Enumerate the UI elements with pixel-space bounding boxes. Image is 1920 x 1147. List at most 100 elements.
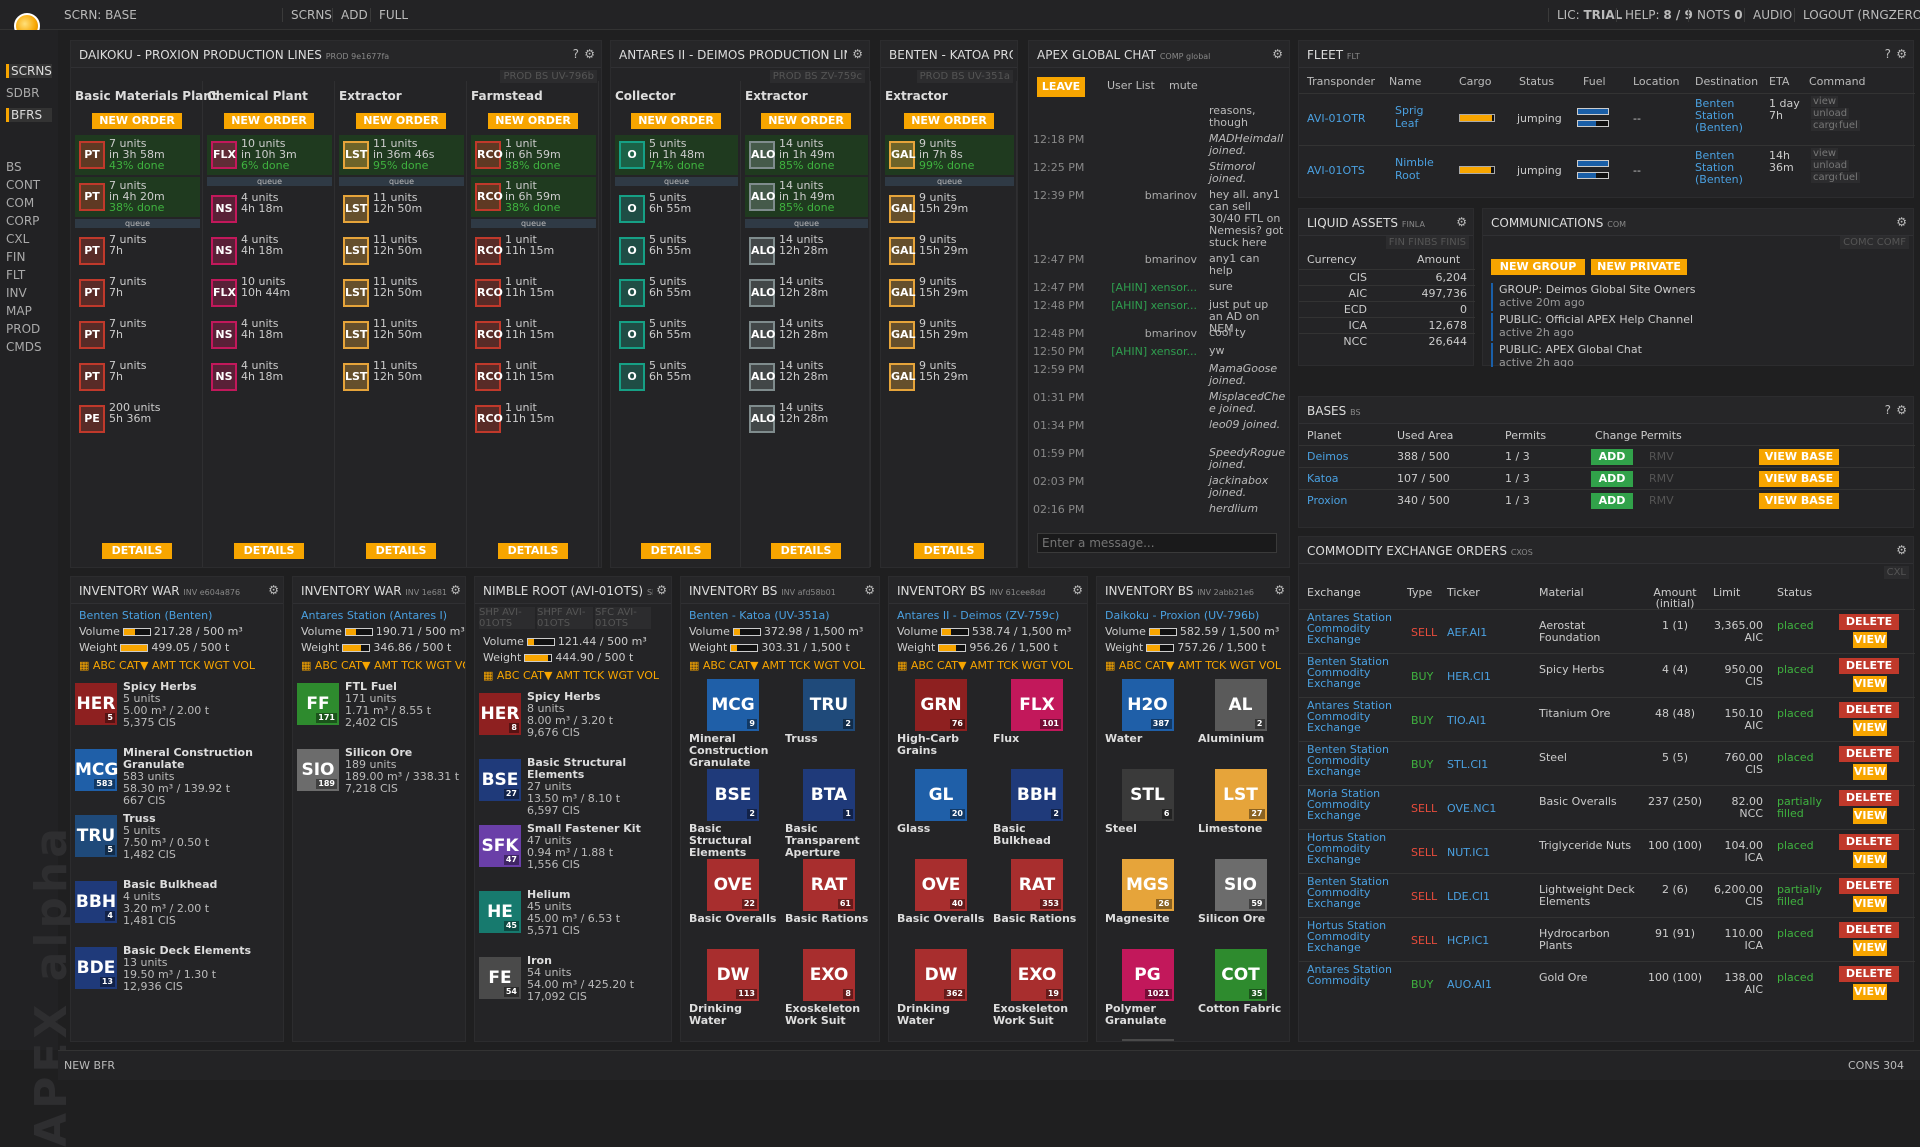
fleet-header[interactable]: ETA [1769, 75, 1790, 88]
inventory-item[interactable]: HER 8 Spicy Herbs 8 units 8.00 m³ / 3.20 t 9,… [479, 689, 669, 753]
amount-header[interactable]: Amount [1417, 253, 1461, 266]
sidebar-item-corp[interactable]: CORP [6, 214, 40, 228]
inventory-item[interactable]: HE 45 Helium 45 units 45.00 m³ / 6.53 t 5,571… [479, 887, 669, 951]
inventory-item[interactable]: BBH 4 Basic Bulkhead 4 units 3.20 m³ / 2.00 … [75, 877, 281, 941]
remove-permit-button[interactable]: RMV [1649, 494, 1674, 507]
chat-user[interactable]: [AHIN] xensor... [1111, 281, 1197, 294]
inventory-item[interactable]: BBH 2 Basic Bulkhead [989, 769, 1085, 857]
production-order-queued[interactable]: ALO 14 units 12h 28m [745, 399, 868, 439]
production-order-active[interactable]: RCO 1 unit in 6h 59m 38% done [471, 177, 596, 217]
delete-order-button[interactable]: DELETE [1839, 834, 1899, 850]
panel-tabs[interactable]: PROD BS UV-351a [916, 70, 1013, 83]
audio-button[interactable]: AUDIO [1744, 8, 1792, 22]
production-order-active[interactable]: ALO 14 units in 1h 49m 85% done [745, 135, 868, 175]
new-order-button[interactable]: NEW ORDER [761, 113, 851, 129]
order-ticker[interactable]: HCP.IC1 [1447, 934, 1490, 947]
ship-tab[interactable]: SFC AVI-01OTS [595, 607, 651, 629]
gear-icon[interactable]: ⚙ [1896, 215, 1907, 229]
view-order-button[interactable]: VIEW [1853, 764, 1887, 780]
inventory-item[interactable]: GL 20 Glass [893, 769, 989, 857]
new-order-button[interactable]: NEW ORDER [904, 113, 994, 129]
sidebar-item-cont[interactable]: CONT [6, 178, 41, 192]
bases-header[interactable]: Used Area [1397, 429, 1454, 442]
new-private-button[interactable]: NEW PRIVATE [1591, 259, 1687, 275]
production-order-queued[interactable]: LST 11 units 12h 50m [339, 231, 464, 271]
add-permit-button[interactable]: ADD [1591, 449, 1633, 465]
channel-item[interactable]: PUBLIC: APEX Global Chat active 2h ago [1491, 343, 1901, 367]
order-exchange[interactable]: Benten Station Commodity Exchange [1307, 655, 1389, 690]
delete-order-button[interactable]: DELETE [1839, 614, 1899, 630]
new-group-button[interactable]: NEW GROUP [1491, 259, 1585, 275]
inventory-item[interactable]: TRU 2 Truss [781, 679, 877, 767]
production-order-active[interactable]: PT 7 units in 3h 58m 43% done [75, 135, 200, 175]
details-button[interactable]: DETAILS [366, 543, 436, 559]
gear-icon[interactable]: ⚙ [864, 583, 875, 597]
sidebar-item-bfrs[interactable]: BFRS [6, 108, 52, 122]
order-exchange[interactable]: Hortus Station Commodity Exchange [1307, 919, 1387, 954]
ship-view-button[interactable]: view [1811, 96, 1839, 107]
sidebar-item-scrns[interactable]: SCRNS [6, 64, 52, 78]
order-exchange[interactable]: Benten Station Commodity Exchange [1307, 875, 1389, 910]
sort-options[interactable]: ▦ ABC CAT▼ AMT TCK WGT VOL [483, 669, 660, 682]
inventory-item[interactable]: TRU 5 Truss 5 units 7.50 m³ / 0.50 t 1,482 CI… [75, 811, 281, 875]
add-permit-button[interactable]: ADD [1591, 471, 1633, 487]
sort-options[interactable]: ▦ ABC CAT▼ AMT TCK WGT VOL [301, 659, 466, 672]
user-list-link[interactable]: User List [1107, 79, 1155, 92]
inventory-item[interactable]: MCG 9 Mineral Construction Granulate [685, 679, 781, 769]
new-order-button[interactable]: NEW ORDER [356, 113, 446, 129]
cxos-header[interactable]: Status [1777, 586, 1813, 599]
production-order-queued[interactable]: LST 11 units 12h 50m [339, 315, 464, 355]
order-ticker[interactable]: NUT.IC1 [1447, 846, 1491, 859]
gear-icon[interactable]: ⚙ [1456, 215, 1467, 229]
currency-header[interactable]: Currency [1307, 253, 1357, 266]
cxos-header[interactable]: Material [1539, 586, 1584, 599]
help-button[interactable]: HELP: 8 / 9 [1616, 8, 1693, 22]
sidebar-item-inv[interactable]: INV [6, 286, 27, 300]
delete-order-button[interactable]: DELETE [1839, 878, 1899, 894]
cxos-header[interactable]: Exchange [1307, 586, 1361, 599]
production-order-queued[interactable]: ALO 14 units 12h 28m [745, 315, 868, 355]
gear-icon[interactable]: ⚙ [1896, 543, 1907, 557]
cxos-header[interactable]: Ticker [1447, 586, 1480, 599]
sidebar-item-map[interactable]: MAP [6, 304, 32, 318]
new-order-button[interactable]: NEW ORDER [488, 113, 578, 129]
add-button[interactable]: ADD [332, 8, 368, 22]
sidebar-item-sdbr[interactable]: SDBR [6, 86, 40, 100]
ship-cargo-button[interactable]: cargo [1811, 172, 1844, 183]
ship-unload-button[interactable]: unload [1811, 160, 1850, 171]
bases-header[interactable]: Change Permits [1595, 429, 1682, 442]
gear-icon[interactable]: ⚙ [1272, 47, 1283, 61]
production-order-queued[interactable]: LST 11 units 12h 50m [339, 357, 464, 397]
gear-icon[interactable]: ⚙ [852, 47, 863, 61]
inventory-item[interactable]: BSE 27 Basic Structural Elements 27 units 13… [479, 755, 669, 819]
mute-link[interactable]: mute [1169, 79, 1198, 92]
chat-user[interactable]: bmarinov [1144, 253, 1197, 266]
scrns-button[interactable]: SCRNS [282, 8, 332, 22]
view-order-button[interactable]: VIEW [1853, 940, 1887, 956]
view-order-button[interactable]: VIEW [1853, 632, 1887, 648]
ship-cargo-button[interactable]: cargo [1811, 120, 1844, 131]
inventory-location[interactable]: Daikoku - Proxion (UV-796b) [1105, 609, 1260, 622]
inventory-location[interactable]: Antares II - Deimos (ZV-759c) [897, 609, 1060, 622]
production-order-queued[interactable]: NS 4 units 4h 18m [207, 315, 332, 355]
cxl-tab[interactable]: CXL [1883, 566, 1909, 579]
production-order-queued[interactable]: PT 7 units 7h [75, 315, 200, 355]
production-order-queued[interactable]: GAL 9 units 15h 29m [885, 231, 1014, 271]
inventory-item[interactable]: SIO 59 Silicon Ore [1194, 859, 1287, 947]
order-exchange[interactable]: Benten Station Commodity Exchange [1307, 743, 1389, 778]
bases-header[interactable]: Planet [1307, 429, 1342, 442]
production-order-active[interactable]: GAL 9 units in 7h 8s 99% done [885, 135, 1014, 175]
inventory-location[interactable]: Antares Station (Antares I) [301, 609, 448, 622]
fleet-header[interactable]: Fuel [1583, 75, 1606, 88]
gear-icon[interactable]: ⚙ [1896, 47, 1907, 61]
chat-user[interactable]: bmarinov [1144, 189, 1197, 202]
inventory-item[interactable]: SFK 47 Small Fastener Kit 47 units 0.94 m³ /… [479, 821, 669, 885]
details-button[interactable]: DETAILS [641, 543, 711, 559]
gear-icon[interactable]: ⚙ [656, 583, 667, 597]
ship-destination[interactable]: Benten Station (Benten) [1695, 149, 1743, 186]
panel-tabs[interactable]: COMC COMF [1840, 236, 1909, 249]
inventory-item[interactable]: SIO 189 Silicon Ore 189 units 189.00 m³ / 33… [297, 745, 463, 809]
inventory-item[interactable]: COT 35 Cotton Fabric [1194, 949, 1287, 1037]
